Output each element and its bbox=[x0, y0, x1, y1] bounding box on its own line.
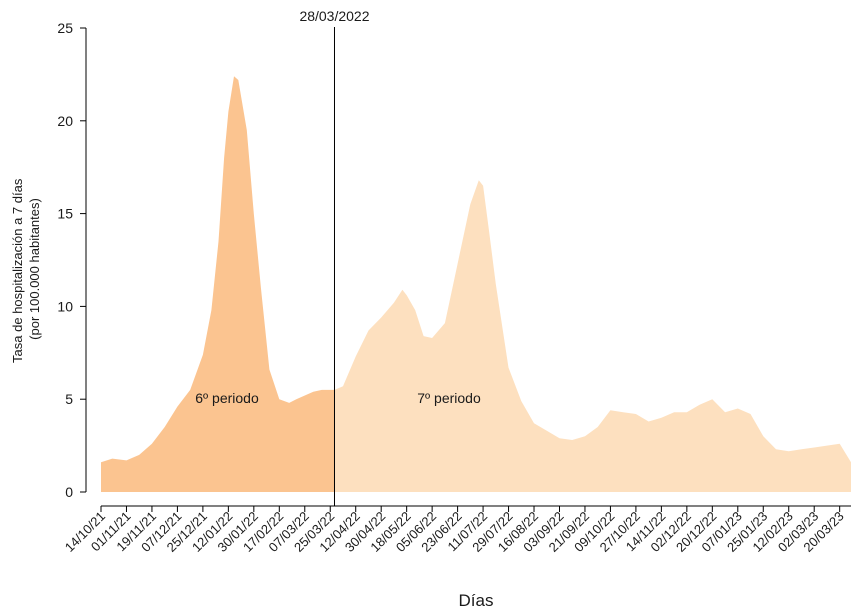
y-axis-title-line-2: (por 100.000 habitantes) bbox=[27, 198, 42, 340]
x-ticks: 14/10/2101/11/2119/11/2107/12/2125/12/21… bbox=[62, 506, 847, 555]
period-divider-label: 28/03/2022 bbox=[299, 8, 369, 24]
y-axis-title: Tasa de hospitalización a 7 días (por 10… bbox=[10, 175, 42, 363]
area-series-period-6 bbox=[101, 76, 335, 493]
period-7-label: 7º periodo bbox=[417, 390, 481, 406]
y-tick-label: 25 bbox=[57, 20, 73, 36]
x-axis-title: Días bbox=[459, 591, 494, 610]
y-tick-label: 20 bbox=[57, 113, 73, 129]
area-layer bbox=[101, 76, 851, 493]
axes-layer bbox=[85, 28, 851, 507]
y-ticks: 0 5 10 15 20 25 bbox=[57, 20, 86, 500]
y-tick-label: 5 bbox=[65, 391, 73, 407]
y-tick-label: 15 bbox=[57, 206, 73, 222]
area-series-period-7 bbox=[334, 180, 851, 492]
period-6-label: 6º periodo bbox=[195, 390, 259, 406]
y-axis-title-line-1: Tasa de hospitalización a 7 días bbox=[10, 178, 25, 363]
y-tick-label: 10 bbox=[57, 298, 73, 314]
y-tick-label: 0 bbox=[65, 484, 73, 500]
